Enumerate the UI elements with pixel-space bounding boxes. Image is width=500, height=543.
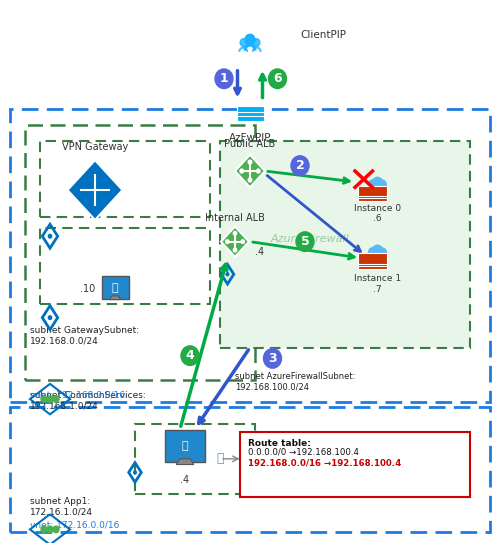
Circle shape [245,34,255,45]
Text: 4: 4 [186,349,194,362]
Circle shape [48,235,51,238]
Circle shape [240,169,244,173]
Circle shape [264,349,281,368]
Circle shape [291,156,309,175]
Text: subnet AzureFirewallSubnet:
192.168.100.0/24: subnet AzureFirewallSubnet: 192.168.100.… [235,372,356,392]
Circle shape [241,240,244,243]
Circle shape [268,69,286,89]
Circle shape [296,232,314,251]
FancyBboxPatch shape [240,432,470,497]
Text: 0.0.0.0/0 →192.168.100.4: 0.0.0.0/0 →192.168.100.4 [248,448,358,457]
Circle shape [47,396,53,402]
FancyBboxPatch shape [102,276,128,299]
Text: ⬛: ⬛ [112,282,118,293]
Polygon shape [221,226,249,257]
Circle shape [248,160,252,164]
FancyBboxPatch shape [236,106,264,112]
Circle shape [240,39,248,47]
Circle shape [372,245,383,257]
Text: subnet CommonServices:
192.168.1.0/24: subnet CommonServices: 192.168.1.0/24 [30,391,146,411]
Circle shape [234,231,236,235]
Text: vnet: 192.168.0.0/16: vnet: 192.168.0.0/16 [30,390,125,399]
Text: 🚶: 🚶 [216,452,224,465]
Circle shape [372,177,383,189]
FancyBboxPatch shape [358,256,387,266]
Text: vnet: 172.16.0.0/16: vnet: 172.16.0.0/16 [30,520,120,529]
Circle shape [252,39,260,47]
FancyBboxPatch shape [358,258,387,269]
FancyBboxPatch shape [358,186,387,196]
Circle shape [215,69,233,89]
Circle shape [53,396,59,402]
Text: 3: 3 [268,352,277,365]
Text: 6: 6 [273,72,282,85]
Circle shape [48,316,51,319]
Text: ClientPIP: ClientPIP [300,30,346,40]
Text: VPN Gateway: VPN Gateway [62,142,128,152]
FancyBboxPatch shape [358,191,387,201]
Polygon shape [235,155,265,187]
Polygon shape [68,160,122,220]
Circle shape [378,248,386,257]
FancyBboxPatch shape [358,188,387,198]
Circle shape [226,240,229,243]
Circle shape [378,180,386,189]
Circle shape [248,178,252,182]
FancyBboxPatch shape [165,430,205,462]
FancyBboxPatch shape [236,115,264,121]
Text: .4: .4 [255,248,264,257]
FancyBboxPatch shape [368,184,386,189]
Text: Instance 0
.6: Instance 0 .6 [354,204,401,223]
Text: AzFwPIP: AzFwPIP [229,133,271,143]
Text: 192.168.0.0/16 →192.168.100.4: 192.168.0.0/16 →192.168.100.4 [248,459,401,468]
Text: 1: 1 [220,72,228,85]
FancyBboxPatch shape [368,252,386,256]
FancyBboxPatch shape [220,141,470,348]
Text: Public ALB: Public ALB [224,140,276,149]
Circle shape [41,526,47,533]
Text: Internal ALB: Internal ALB [205,213,265,223]
FancyBboxPatch shape [358,254,387,264]
Polygon shape [176,459,194,465]
Text: subnet App1:
172.16.1.0/24: subnet App1: 172.16.1.0/24 [30,497,93,516]
Circle shape [47,526,53,533]
Text: 2: 2 [296,159,304,172]
Text: Route table:: Route table: [248,439,310,448]
Text: Azure Firewall: Azure Firewall [270,234,349,244]
Circle shape [256,169,260,173]
Text: Instance 1
.7: Instance 1 .7 [354,274,401,294]
Circle shape [368,248,378,257]
Text: .4: .4 [180,475,190,485]
Text: subnet GatewaySubnet:
192.168.0.0/24: subnet GatewaySubnet: 192.168.0.0/24 [30,326,139,345]
Circle shape [368,180,378,190]
FancyBboxPatch shape [236,111,264,117]
Text: 5: 5 [300,235,310,248]
Circle shape [234,248,236,252]
Circle shape [53,526,59,533]
Circle shape [41,396,47,402]
Circle shape [181,346,199,365]
Circle shape [226,273,229,276]
Text: ⬛: ⬛ [182,440,188,451]
Polygon shape [110,296,120,300]
Circle shape [134,471,136,474]
Text: .10: .10 [80,284,95,294]
